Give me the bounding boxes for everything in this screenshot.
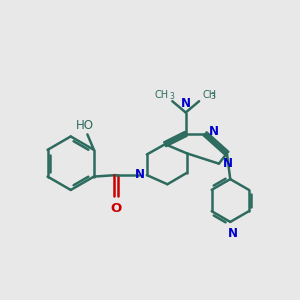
- Text: HO: HO: [75, 119, 93, 132]
- Text: 3: 3: [210, 92, 215, 101]
- Text: 3: 3: [169, 92, 174, 101]
- Text: N: N: [209, 125, 219, 138]
- Text: N: N: [135, 168, 145, 181]
- Text: CH: CH: [203, 90, 217, 100]
- Text: CH: CH: [155, 90, 169, 100]
- Text: O: O: [111, 202, 122, 215]
- Text: N: N: [181, 97, 191, 110]
- Text: N: N: [228, 227, 238, 240]
- Text: N: N: [223, 157, 232, 170]
